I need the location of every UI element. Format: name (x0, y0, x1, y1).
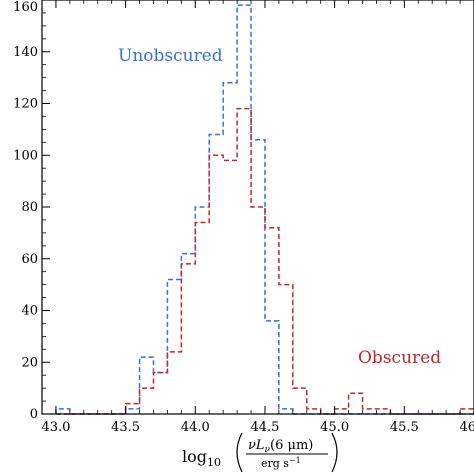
x-label-log-base: 10 (207, 456, 221, 469)
x-tick-label: 43.0 (41, 420, 70, 435)
x-tick-label: 44.5 (250, 420, 279, 435)
y-tick-label: 100 (13, 148, 38, 163)
x-label-numerator-sub: ν (265, 445, 271, 455)
svg-text:erg s−1: erg s−1 (261, 456, 301, 470)
x-label-denominator: erg s (261, 457, 289, 470)
y-tick-label: 160 (13, 0, 38, 15)
svg-text:log10: log10 (182, 447, 221, 469)
y-tick-label: 120 (13, 97, 38, 112)
x-tick-label: 44.0 (181, 420, 210, 435)
x-tick-label: 45.5 (390, 420, 419, 435)
y-tick-label: 0 (30, 407, 38, 422)
svg-text:νLν(6 μm): νLν(6 μm) (248, 438, 313, 455)
y-tick-label: 40 (21, 304, 38, 319)
legend-obscured: Obscured (358, 348, 441, 368)
x-tick-label: 43.5 (111, 420, 140, 435)
x-label-numerator-main: νL (248, 438, 265, 453)
x-axis-ticks: 43.0 43.5 44.0 44.5 45.0 45.5 46.0 (41, 0, 474, 435)
x-label-denominator-sup: −1 (289, 456, 301, 465)
legend-unobscured: Unobscured (118, 46, 223, 66)
x-label-log: log (182, 447, 207, 466)
y-tick-label: 80 (21, 200, 38, 215)
x-axis-label: log10 νLν(6 μm) erg s−1 (182, 432, 338, 473)
y-tick-label: 20 (21, 355, 38, 370)
y-tick-label: 60 (21, 252, 38, 267)
x-tick-label: 46.0 (460, 420, 474, 435)
x-label-numerator-rest: (6 μm) (270, 438, 313, 453)
x-tick-label: 45.0 (320, 420, 349, 435)
x-label-left-paren (236, 432, 243, 473)
y-tick-label: 140 (13, 45, 38, 60)
y-axis-ticks: 0 20 40 60 80 100 120 140 160 (13, 0, 50, 422)
x-label-right-paren (331, 432, 338, 473)
